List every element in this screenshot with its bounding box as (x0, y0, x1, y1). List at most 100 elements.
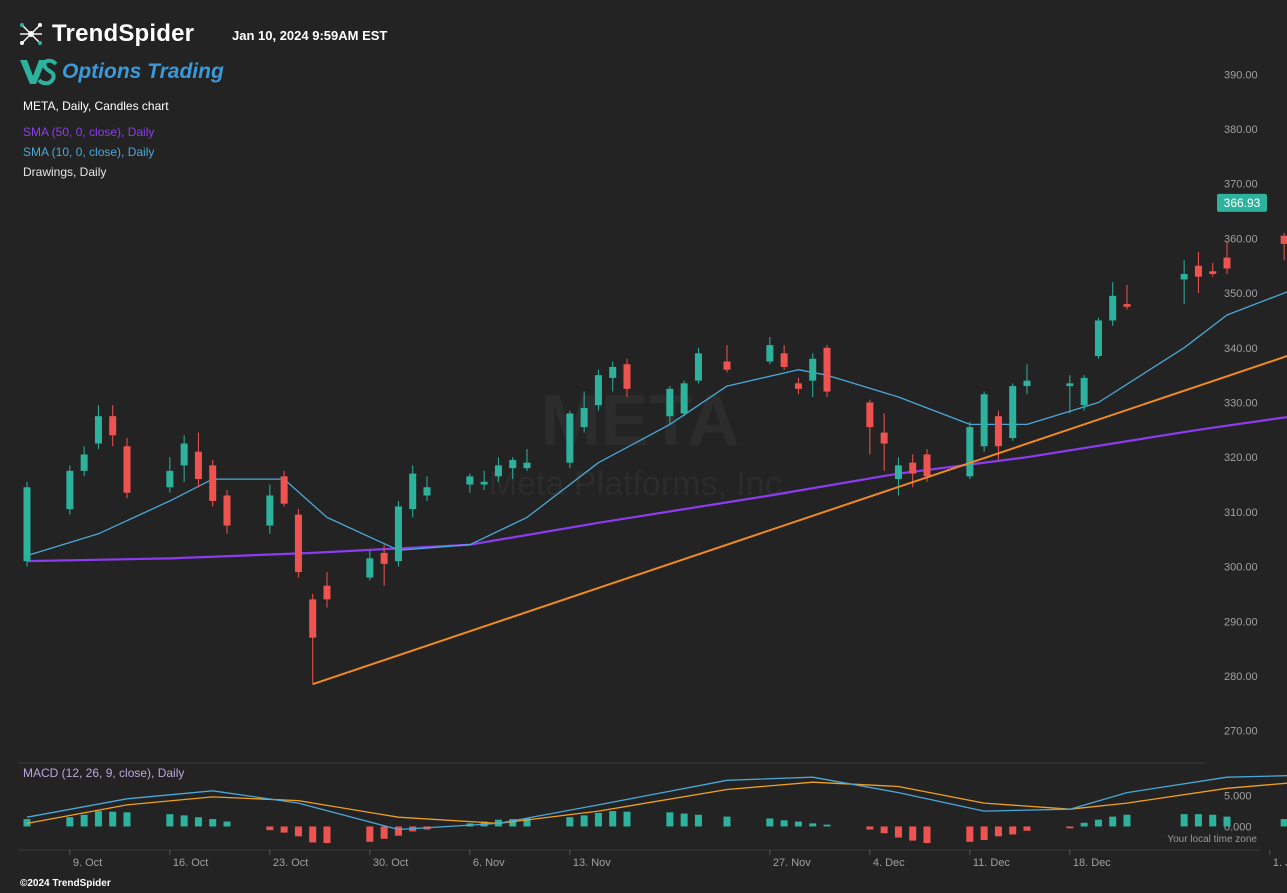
candle-body (1123, 304, 1131, 307)
candle (23, 481, 31, 567)
legend-drawings[interactable]: Drawings, Daily (23, 165, 107, 179)
candle-body (594, 375, 602, 406)
macd-histogram-bar (894, 826, 902, 838)
time-axis[interactable]: 9. Oct 16. Oct 23. Oct 30. Oct 6. Nov 13. Nov… (69, 850, 1287, 869)
price-tick-label: 270.00 (1224, 726, 1258, 738)
candle (609, 361, 617, 392)
macd-histogram-bar (194, 817, 202, 827)
trendline-drawing[interactable] (312, 285, 1287, 686)
macd-histogram-bar (1094, 819, 1102, 827)
candle-body (694, 353, 702, 381)
price-tick-label: 310.00 (1224, 507, 1258, 519)
candle (194, 432, 202, 488)
candle (1180, 260, 1188, 305)
macd-histogram-bar (794, 821, 802, 827)
candle-body (723, 361, 731, 370)
macd-histogram-bar (366, 826, 374, 842)
chart-timestamp: Jan 10, 2024 9:59AM EST (232, 28, 388, 43)
candle-body (423, 487, 431, 496)
time-tick-label: 27. Nov (773, 857, 811, 869)
legend-sma10[interactable]: SMA (10, 0, close), Daily (23, 145, 155, 159)
candle (1123, 284, 1131, 310)
macd-line (26, 775, 1287, 831)
candle (1080, 375, 1088, 411)
macd-histogram-bar (394, 826, 402, 836)
candle-body (66, 470, 74, 510)
macd-histogram-bar (380, 826, 388, 839)
price-axis[interactable]: 270.00 280.00 290.00 300.00 310.00 320.00 330.… (1224, 69, 1258, 737)
candle (594, 369, 602, 411)
macd-signal-line (26, 781, 1287, 825)
price-tick-label: 320.00 (1224, 452, 1258, 464)
macd-histogram-bar (609, 811, 617, 827)
candle (580, 391, 588, 433)
macd-histogram-bar (109, 811, 117, 827)
brand-name: TrendSpider (52, 20, 195, 47)
macd-histogram-bar (80, 814, 88, 827)
price-tick-label: 370.00 (1224, 179, 1258, 191)
candle-body (809, 358, 817, 381)
timezone-label[interactable]: Your local time zone (1167, 834, 1257, 845)
candle-body (180, 443, 188, 466)
candle (223, 490, 231, 534)
watermark-ticker: META (541, 381, 740, 461)
macd-pane[interactable]: 0.000 5.000 (23, 775, 1287, 844)
symbol-watermark: META Meta Platforms, Inc. (489, 381, 791, 503)
candle (509, 457, 517, 480)
candle-body (1066, 383, 1074, 387)
last-price-box (1217, 193, 1267, 212)
candle (994, 410, 1002, 460)
candle-body (23, 487, 31, 562)
macd-histogram-bar (966, 826, 974, 842)
candle-body (223, 495, 231, 526)
candle-body (1009, 386, 1017, 439)
legend-sma50[interactable]: SMA (50, 0, close), Daily (23, 125, 155, 139)
macd-histogram-bar (180, 815, 188, 827)
candle (1280, 232, 1287, 261)
candle-body (523, 462, 531, 469)
price-tick-label: 390.00 (1224, 69, 1258, 81)
candle (66, 465, 74, 515)
candle (480, 470, 488, 491)
time-tick-label: 9. Oct (73, 857, 102, 869)
macd-histogram-bar (780, 820, 788, 827)
macd-histogram-bar (923, 826, 931, 844)
candle-body (294, 514, 302, 573)
candles[interactable] (23, 197, 1287, 685)
candle (294, 509, 302, 578)
macd-histogram-bar (1180, 814, 1188, 827)
candle (1194, 252, 1202, 294)
candle (1223, 241, 1231, 274)
candle-body (366, 558, 374, 578)
macd-histogram-bar (1109, 816, 1117, 827)
candle-body (923, 454, 931, 477)
candle-body (494, 465, 502, 477)
candle-body (1280, 235, 1287, 244)
candle-body (823, 347, 831, 392)
candle (180, 435, 188, 482)
price-tick-label: 380.00 (1224, 124, 1258, 136)
candle-body (1180, 273, 1188, 280)
candle-body (123, 446, 131, 493)
legend-macd[interactable]: MACD (12, 26, 9, close), Daily (23, 766, 185, 780)
macd-histogram-bar (66, 817, 74, 827)
candle-body (980, 394, 988, 447)
candle (166, 457, 174, 493)
candle (1209, 263, 1217, 277)
candle-body (394, 506, 402, 562)
candle-body (666, 388, 674, 417)
candle-body (323, 585, 331, 600)
candle (109, 405, 117, 447)
candle (1066, 375, 1074, 414)
macd-histogram-bar (723, 816, 731, 827)
macd-histogram-bar (994, 826, 1002, 837)
macd-histogram-bar (1223, 816, 1231, 827)
macd-histogram-bar (294, 826, 302, 837)
candle-body (880, 432, 888, 444)
chart-title[interactable]: META, Daily, Candles chart (23, 99, 169, 113)
price-tick-label: 290.00 (1224, 616, 1258, 628)
candle-body (1023, 380, 1031, 387)
macd-histogram-bar (166, 814, 174, 827)
macd-histogram-bar (309, 826, 317, 843)
